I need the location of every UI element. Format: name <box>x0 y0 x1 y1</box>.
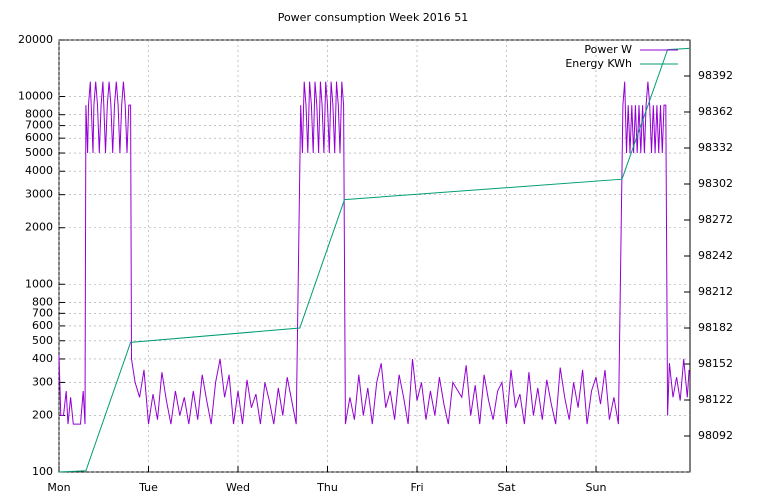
y2-tick-label: 98302 <box>698 177 733 190</box>
y-tick-label: 6000 <box>25 131 53 144</box>
y2-tick-label: 98182 <box>698 321 733 334</box>
y-tick-label: 3000 <box>25 188 53 201</box>
chart-title: Power consumption Week 2016 51 <box>278 11 469 24</box>
y2-tick-label: 98122 <box>698 393 733 406</box>
series-line <box>58 81 690 425</box>
y-tick-label: 5000 <box>25 146 53 159</box>
y2-tick-label: 98272 <box>698 213 733 226</box>
y-tick-label: 1000 <box>25 277 53 290</box>
y-tick-label: 300 <box>32 375 53 388</box>
x-tick-label: Sat <box>497 481 516 494</box>
y-tick-label: 600 <box>32 319 53 332</box>
y2-tick-label: 98362 <box>698 105 733 118</box>
y-tick-label: 500 <box>32 334 53 347</box>
y2-tick-label: 98152 <box>698 357 733 370</box>
y-tick-label: 4000 <box>25 164 53 177</box>
x-tick-label: Thu <box>316 481 338 494</box>
y2-tick-label: 98332 <box>698 141 733 154</box>
y2-tick-label: 98242 <box>698 249 733 262</box>
y-tick-label: 20000 <box>18 33 53 46</box>
y-tick-label: 10000 <box>18 90 53 103</box>
y2-tick-label: 98392 <box>698 69 733 82</box>
legend-label: Energy KWh <box>565 57 632 70</box>
series-line <box>58 47 690 473</box>
y-tick-label: 700 <box>32 306 53 319</box>
y-tick-label: 7000 <box>25 119 53 132</box>
y-tick-label: 200 <box>32 408 53 421</box>
legend-label: Power W <box>584 43 632 56</box>
y-tick-label: 800 <box>32 295 53 308</box>
y2-tick-label: 98092 <box>698 429 733 442</box>
x-tick-label: Sun <box>586 481 607 494</box>
x-tick-label: Mon <box>47 481 70 494</box>
x-tick-label: Wed <box>226 481 250 494</box>
y-tick-label: 400 <box>32 352 53 365</box>
y2-tick-label: 98212 <box>698 285 733 298</box>
y-tick-label: 2000 <box>25 221 53 234</box>
x-tick-label: Tue <box>138 481 158 494</box>
y-tick-label: 8000 <box>25 108 53 121</box>
x-tick-label: Fri <box>410 481 423 494</box>
y-tick-label: 100 <box>32 465 53 478</box>
